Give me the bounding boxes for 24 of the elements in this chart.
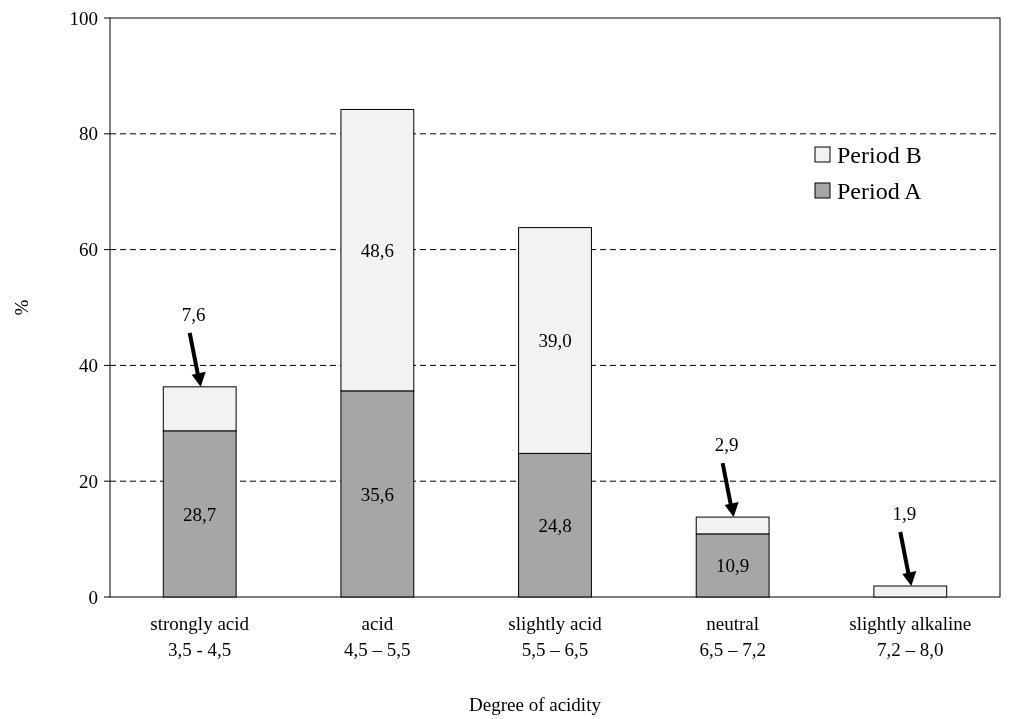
data-label: 48,6 xyxy=(360,239,394,261)
x-tick-label: neutral 6,5 – 7,2 xyxy=(699,613,766,660)
data-label: 10,9 xyxy=(716,555,750,577)
data-label: 35,6 xyxy=(360,483,394,505)
y-tick-label: 80 xyxy=(79,123,98,145)
x-axis-title: Degree of acidity xyxy=(469,694,602,715)
x-tick-label: slightly acid 5,5 – 6,5 xyxy=(508,613,603,660)
legend-label: Period A xyxy=(837,178,923,205)
data-label: 2,9 xyxy=(714,434,739,456)
y-tick-label: 100 xyxy=(69,7,98,29)
data-label: 7,6 xyxy=(181,303,206,325)
y-tick-label: 60 xyxy=(79,239,98,261)
data-label: 1,9 xyxy=(892,503,917,524)
x-tick-label: acid 4,5 – 5,5 xyxy=(344,613,411,660)
data-label: 24,8 xyxy=(538,514,572,536)
y-axis-title: % xyxy=(11,299,32,316)
y-tick-label: 40 xyxy=(79,355,98,377)
y-tick-label: 20 xyxy=(79,470,98,492)
data-label: 39,0 xyxy=(538,330,572,352)
data-label: 28,7 xyxy=(183,503,217,525)
x-tick-label: strongly acid 3,5 - 4,5 xyxy=(150,613,250,660)
y-tick-label: 0 xyxy=(88,586,98,608)
x-tick-label: slightly alkaline 7,2 – 8,0 xyxy=(849,613,972,660)
legend-label: Period B xyxy=(837,142,922,169)
